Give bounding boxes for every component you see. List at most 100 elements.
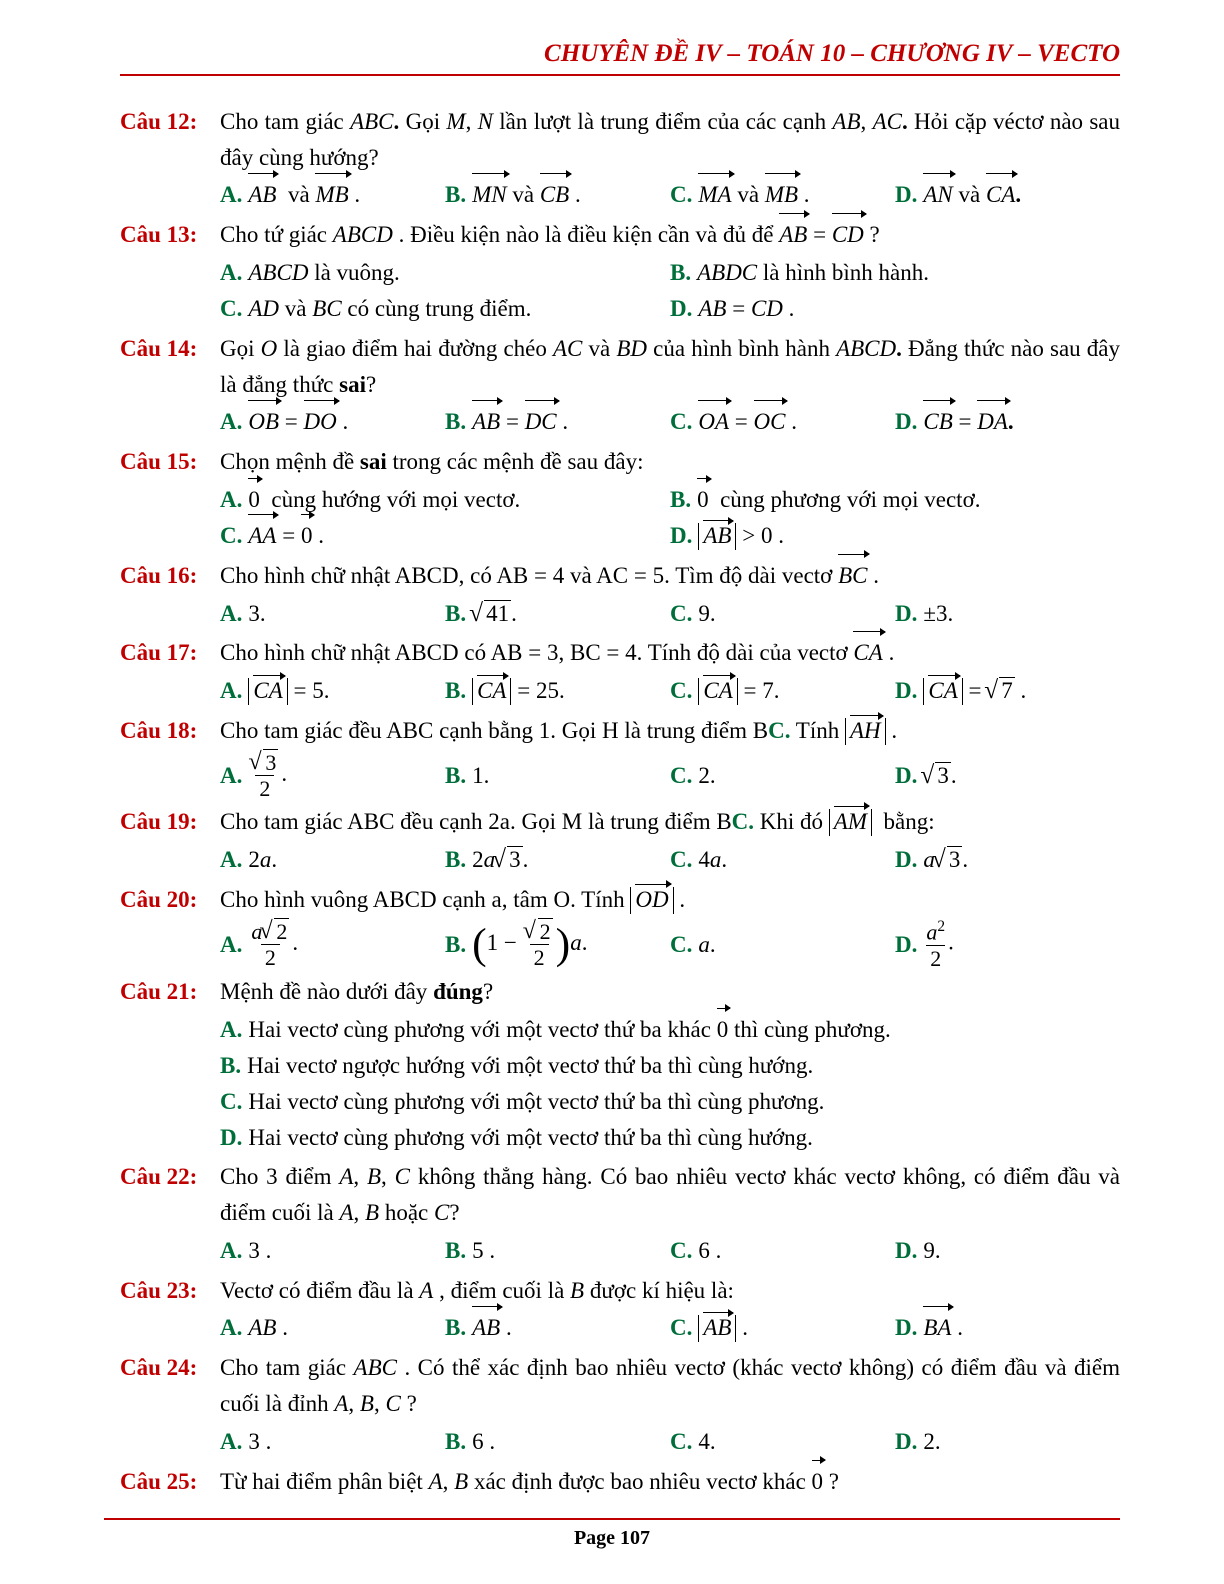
option-content: 3 . bbox=[248, 1424, 271, 1460]
option-content: (1 − 22)a. bbox=[472, 920, 587, 969]
option-letter: D. bbox=[895, 596, 917, 632]
answer-option: D.a22. bbox=[895, 919, 1120, 970]
page-number: Page 107 bbox=[0, 1527, 1224, 1550]
option-letter: C. bbox=[670, 927, 692, 963]
question-text: Cho hình chữ nhật ABCD có AB = 3, BC = 4… bbox=[220, 635, 1120, 671]
question-number: Câu 18: bbox=[120, 713, 220, 749]
question: Câu 20:Cho hình vuông ABCD cạnh a, tâm O… bbox=[120, 882, 1120, 970]
question-text: Cho tứ giác ABCD . Điều kiện nào là điều… bbox=[220, 217, 1120, 253]
question-text: Cho 3 điểm A, B, C không thẳng hàng. Có … bbox=[220, 1159, 1120, 1230]
option-letter: A. bbox=[220, 596, 242, 632]
answers: A.2a.B.2a3.C.4a.D.a3. bbox=[220, 842, 1120, 878]
option-letter: C. bbox=[670, 758, 692, 794]
question-text: Cho tam giác ABC . Có thể xác định bao n… bbox=[220, 1350, 1120, 1421]
option-letter: B. bbox=[445, 927, 466, 963]
option-content: OA = OC . bbox=[698, 404, 797, 440]
option-letter: A. bbox=[220, 842, 242, 878]
answers: A.Hai vectơ cùng phương với một vectơ th… bbox=[220, 1011, 1120, 1155]
answer-option: B.AB . bbox=[445, 1310, 670, 1346]
option-content: AB . bbox=[698, 1310, 748, 1346]
question: Câu 16:Cho hình chữ nhật ABCD, có AB = 4… bbox=[120, 558, 1120, 632]
answers: A.a22.B.(1 − 22)a.C.a.D.a22. bbox=[220, 919, 1120, 970]
answer-option: A.32. bbox=[220, 751, 445, 800]
answers: A.ABCD là vuông.B.ABDC là hình bình hành… bbox=[220, 255, 1120, 327]
option-letter: B. bbox=[670, 255, 691, 291]
answer-option: C.4. bbox=[670, 1424, 895, 1460]
question-text: Vectơ có điểm đầu là A , điểm cuối là B … bbox=[220, 1273, 1120, 1309]
option-content: AB và MB . bbox=[248, 177, 360, 213]
option-letter: D. bbox=[220, 1120, 242, 1156]
option-letter: C. bbox=[670, 177, 692, 213]
answer-option: D.a3. bbox=[895, 842, 1120, 878]
answer-option: A.ABCD là vuông. bbox=[220, 255, 670, 291]
answer-option: D.BA . bbox=[895, 1310, 1120, 1346]
option-letter: A. bbox=[220, 1424, 242, 1460]
option-letter: C. bbox=[220, 1084, 242, 1120]
option-content: 9. bbox=[698, 596, 715, 632]
option-content: Hai vectơ cùng phương với một vectơ thứ … bbox=[248, 1012, 890, 1048]
answer-option: C.9. bbox=[670, 595, 895, 631]
option-letter: D. bbox=[895, 927, 917, 963]
question-number: Câu 12: bbox=[120, 104, 220, 140]
option-content: Hai vectơ ngược hướng với một vectơ thứ … bbox=[247, 1048, 813, 1084]
question-body: Mệnh đề nào dưới đây đúng?A.Hai vectơ cù… bbox=[220, 974, 1120, 1156]
question-body: Chọn mệnh đề sai trong các mệnh đề sau đ… bbox=[220, 444, 1120, 554]
question-number: Câu 24: bbox=[120, 1350, 220, 1386]
option-content: OB = DO . bbox=[248, 404, 348, 440]
option-content: CA = 5. bbox=[248, 673, 329, 709]
answer-option: C.2. bbox=[670, 751, 895, 800]
question-body: Cho tam giác ABC . Có thể xác định bao n… bbox=[220, 1350, 1120, 1459]
option-content: 2a3. bbox=[472, 842, 528, 878]
question-number: Câu 20: bbox=[120, 882, 220, 918]
question: Câu 15:Chọn mệnh đề sai trong các mệnh đ… bbox=[120, 444, 1120, 554]
answers: A.AB và MB .B.MN và CB .C.MA và MB .D.AN… bbox=[220, 177, 1120, 213]
answer-option: B.Hai vectơ ngược hướng với một vectơ th… bbox=[220, 1047, 1120, 1083]
question: Câu 13:Cho tứ giác ABCD . Điều kiện nào … bbox=[120, 217, 1120, 327]
answer-option: A.a22. bbox=[220, 919, 445, 970]
option-letter: A. bbox=[220, 758, 242, 794]
answer-option: B.5 . bbox=[445, 1233, 670, 1269]
option-letter: C. bbox=[670, 673, 692, 709]
answer-option: C.AB . bbox=[670, 1310, 895, 1346]
answer-option: C.MA và MB . bbox=[670, 177, 895, 213]
option-content: a3. bbox=[923, 842, 968, 878]
question-text: Cho tam giác ABC. Gọi M, N lần lượt là t… bbox=[220, 104, 1120, 175]
option-letter: D. bbox=[895, 842, 917, 878]
option-content: a22. bbox=[923, 919, 953, 970]
option-letter: C. bbox=[670, 1424, 692, 1460]
answer-option: B.(1 − 22)a. bbox=[445, 919, 670, 970]
question-number: Câu 19: bbox=[120, 804, 220, 840]
option-content: 0 cùng hướng với mọi vectơ. bbox=[248, 482, 520, 518]
question-text: Cho tam giác đều ABC cạnh bằng 1. Gọi H … bbox=[220, 713, 1120, 749]
option-letter: A. bbox=[220, 1012, 242, 1048]
answer-option: C.a. bbox=[670, 919, 895, 970]
question: Câu 19:Cho tam giác ABC đều cạnh 2a. Gọi… bbox=[120, 804, 1120, 878]
answer-option: A.0 cùng hướng với mọi vectơ. bbox=[220, 482, 670, 518]
answer-option: C.4a. bbox=[670, 842, 895, 878]
option-letter: A. bbox=[220, 482, 242, 518]
option-letter: D. bbox=[670, 291, 692, 327]
option-letter: C. bbox=[220, 518, 242, 554]
option-content: 1. bbox=[472, 758, 489, 794]
option-content: AB . bbox=[472, 1310, 512, 1346]
answer-option: B.1. bbox=[445, 751, 670, 800]
answer-option: B.6 . bbox=[445, 1424, 670, 1460]
answer-option: D.9. bbox=[895, 1233, 1120, 1269]
option-content: AB = DC . bbox=[472, 404, 568, 440]
option-content: CA = 7. bbox=[698, 673, 779, 709]
option-content: 2. bbox=[698, 758, 715, 794]
answer-option: B.2a3. bbox=[445, 842, 670, 878]
answer-option: C.OA = OC . bbox=[670, 404, 895, 440]
option-letter: B. bbox=[670, 482, 691, 518]
questions-container: Câu 12:Cho tam giác ABC. Gọi M, N lần lư… bbox=[120, 104, 1120, 1499]
answer-option: D.AN và CA. bbox=[895, 177, 1120, 213]
option-content: Hai vectơ cùng phương với một vectơ thứ … bbox=[248, 1120, 813, 1156]
option-content: 4. bbox=[698, 1424, 715, 1460]
answers: A.3.B.41.C.9.D.±3. bbox=[220, 595, 1120, 631]
answers: A.3 .B.5 .C.6 .D.9. bbox=[220, 1233, 1120, 1269]
option-letter: B. bbox=[445, 1233, 466, 1269]
answer-option: A.CA = 5. bbox=[220, 673, 445, 709]
answer-option: C.CA = 7. bbox=[670, 673, 895, 709]
option-content: CA = 25. bbox=[472, 673, 565, 709]
question-number: Câu 21: bbox=[120, 974, 220, 1010]
